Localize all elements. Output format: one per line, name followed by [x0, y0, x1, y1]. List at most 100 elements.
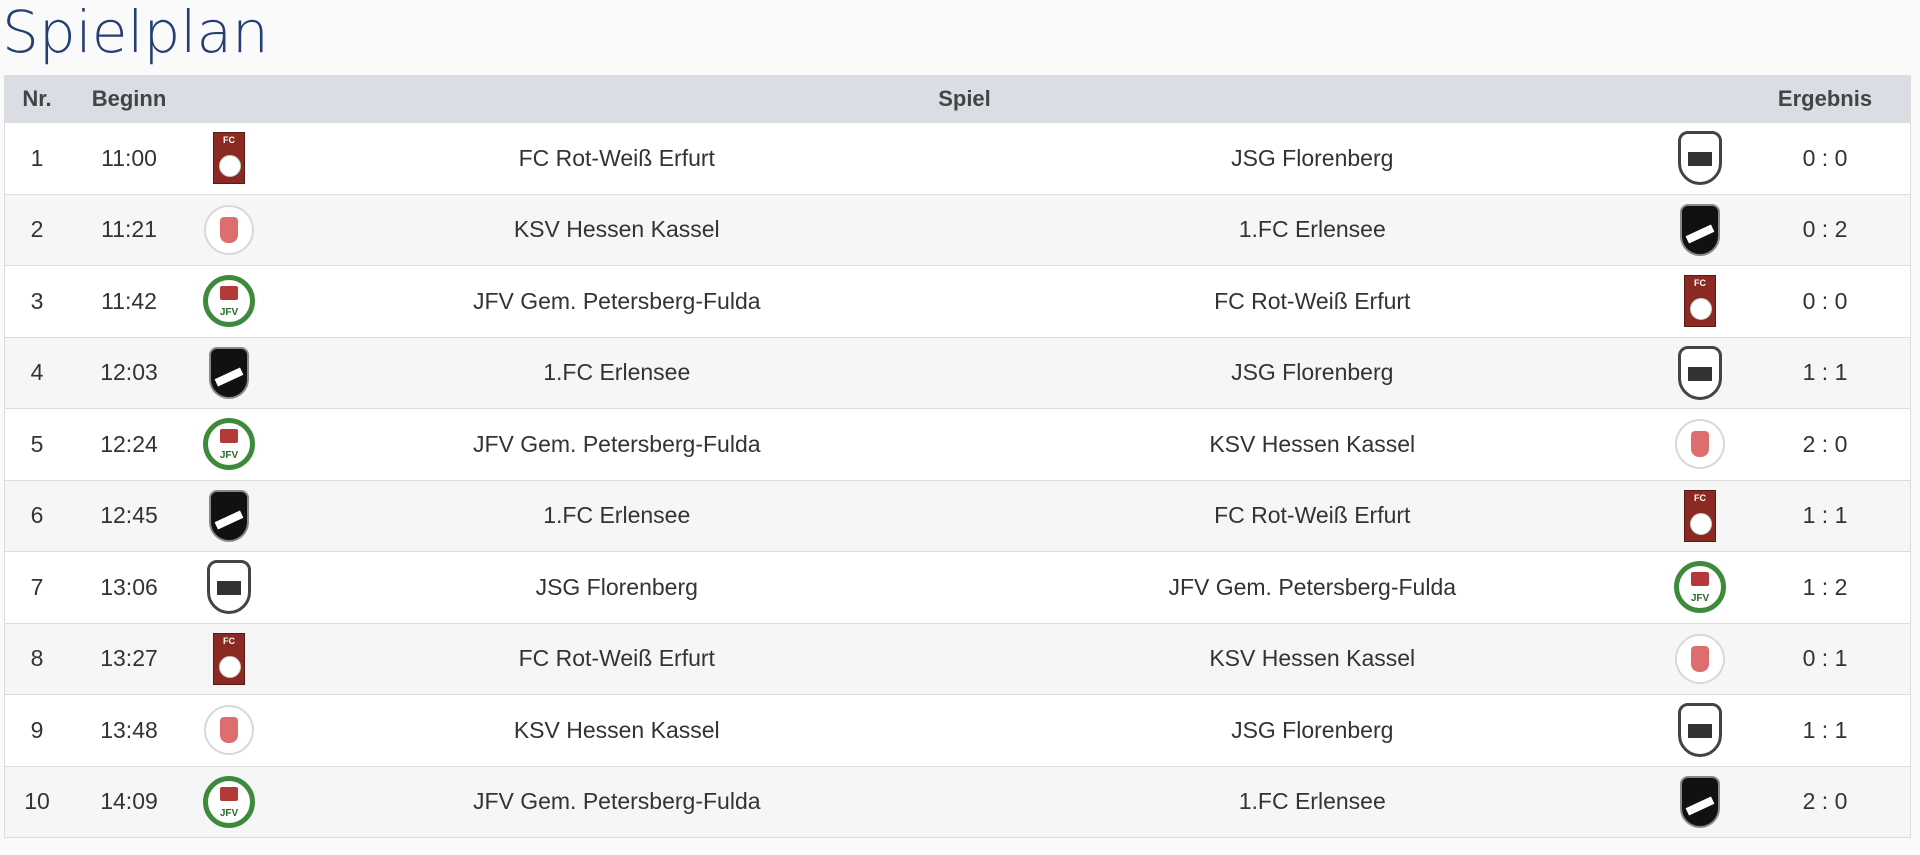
away-team[interactable]: FC Rot-Weiß Erfurt	[964, 479, 1660, 552]
home-team[interactable]: 1.FC Erlensee	[269, 479, 965, 552]
away-logo-cell	[1660, 765, 1740, 838]
home-team[interactable]: KSV Hessen Kassel	[269, 694, 965, 766]
header-begin: Beginn	[69, 75, 189, 123]
home-team-logo-icon	[203, 418, 255, 471]
home-team-logo-icon	[203, 275, 255, 328]
away-team[interactable]: JSG Florenberg	[964, 122, 1660, 194]
page-title: Spielplan	[2, 0, 269, 66]
home-team-logo-icon	[203, 775, 255, 828]
table-row[interactable]: 4 12:03 1.FC Erlensee JSG Florenberg 1 : 1	[4, 336, 1911, 409]
home-team-logo-icon	[209, 346, 249, 399]
away-team[interactable]: 1.FC Erlensee	[964, 193, 1660, 266]
match-time: 11:21	[69, 193, 189, 266]
header-spacer	[189, 75, 269, 123]
home-team-logo-icon	[213, 132, 245, 185]
match-result: 2 : 0	[1740, 408, 1911, 480]
home-team[interactable]: JFV Gem. Petersberg-Fulda	[269, 408, 965, 480]
away-team[interactable]: FC Rot-Weiß Erfurt	[964, 265, 1660, 337]
match-number: 3	[4, 265, 69, 337]
away-team-logo-icon	[1675, 633, 1725, 684]
match-result: 0 : 2	[1740, 193, 1911, 266]
table-row[interactable]: 9 13:48 KSV Hessen Kassel JSG Florenberg 1 :…	[4, 694, 1911, 766]
home-team-logo-icon	[204, 204, 254, 255]
away-logo-cell	[1660, 408, 1740, 480]
home-logo-cell	[189, 193, 269, 266]
table-header: Nr. Beginn Spiel Ergebnis	[4, 75, 1911, 123]
header-nr: Nr.	[4, 75, 69, 123]
away-logo-cell	[1660, 193, 1740, 266]
match-number: 5	[4, 408, 69, 480]
home-team-logo-icon	[204, 705, 254, 756]
home-logo-cell	[189, 622, 269, 695]
away-team-logo-icon	[1678, 345, 1722, 400]
home-team[interactable]: JSG Florenberg	[269, 551, 965, 623]
home-team[interactable]: 1.FC Erlensee	[269, 336, 965, 409]
match-number: 6	[4, 479, 69, 552]
away-team-logo-icon	[1674, 561, 1726, 614]
home-team-logo-icon	[213, 632, 245, 685]
match-result: 1 : 1	[1740, 336, 1911, 409]
home-team[interactable]: JFV Gem. Petersberg-Fulda	[269, 265, 965, 337]
home-logo-cell	[189, 122, 269, 194]
home-team-logo-icon	[207, 560, 251, 615]
table-row[interactable]: 7 13:06 JSG Florenberg JFV Gem. Petersberg-…	[4, 551, 1911, 623]
away-team[interactable]: KSV Hessen Kassel	[964, 622, 1660, 695]
away-team-logo-icon	[1680, 203, 1720, 256]
home-logo-cell	[189, 765, 269, 838]
match-time: 13:48	[69, 694, 189, 766]
match-result: 1 : 2	[1740, 551, 1911, 623]
home-team[interactable]: FC Rot-Weiß Erfurt	[269, 122, 965, 194]
match-number: 7	[4, 551, 69, 623]
away-logo-cell	[1660, 265, 1740, 337]
away-logo-cell	[1660, 551, 1740, 623]
away-team[interactable]: JSG Florenberg	[964, 694, 1660, 766]
header-game: Spiel	[269, 75, 1660, 123]
match-time: 12:24	[69, 408, 189, 480]
match-number: 1	[4, 122, 69, 194]
match-result: 2 : 0	[1740, 765, 1911, 838]
away-team-logo-icon	[1678, 131, 1722, 186]
away-team-logo-icon	[1678, 703, 1722, 758]
header-spacer	[1660, 75, 1740, 123]
match-time: 11:42	[69, 265, 189, 337]
away-team-logo-icon	[1680, 775, 1720, 828]
match-result: 1 : 1	[1740, 694, 1911, 766]
home-logo-cell	[189, 336, 269, 409]
match-number: 8	[4, 622, 69, 695]
match-number: 9	[4, 694, 69, 766]
away-logo-cell	[1660, 336, 1740, 409]
schedule-table: Nr. Beginn Spiel Ergebnis 111:00 FC Rot-W…	[4, 75, 1911, 838]
home-logo-cell	[189, 265, 269, 337]
away-team-logo-icon	[1684, 489, 1716, 542]
match-number: 2	[4, 193, 69, 266]
header-result: Ergebnis	[1740, 75, 1911, 123]
home-team-logo-icon	[209, 489, 249, 542]
away-logo-cell	[1660, 479, 1740, 552]
away-team-logo-icon	[1675, 419, 1725, 470]
away-logo-cell	[1660, 622, 1740, 695]
home-logo-cell	[189, 551, 269, 623]
table-row[interactable]: 2 11:21 KSV Hessen Kassel 1.FC Erlensee 0 : …	[4, 193, 1911, 266]
match-time: 13:06	[69, 551, 189, 623]
home-team[interactable]: FC Rot-Weiß Erfurt	[269, 622, 965, 695]
home-logo-cell	[189, 408, 269, 480]
away-team[interactable]: JSG Florenberg	[964, 336, 1660, 409]
match-time: 12:03	[69, 336, 189, 409]
match-time: 13:27	[69, 622, 189, 695]
away-team[interactable]: 1.FC Erlensee	[964, 765, 1660, 838]
match-number: 4	[4, 336, 69, 409]
away-team[interactable]: JFV Gem. Petersberg-Fulda	[964, 551, 1660, 623]
away-team[interactable]: KSV Hessen Kassel	[964, 408, 1660, 480]
match-result: 0 : 0	[1740, 265, 1911, 337]
match-result: 1 : 1	[1740, 479, 1911, 552]
away-logo-cell	[1660, 122, 1740, 194]
home-team[interactable]: JFV Gem. Petersberg-Fulda	[269, 765, 965, 838]
home-team[interactable]: KSV Hessen Kassel	[269, 193, 965, 266]
home-logo-cell	[189, 694, 269, 766]
